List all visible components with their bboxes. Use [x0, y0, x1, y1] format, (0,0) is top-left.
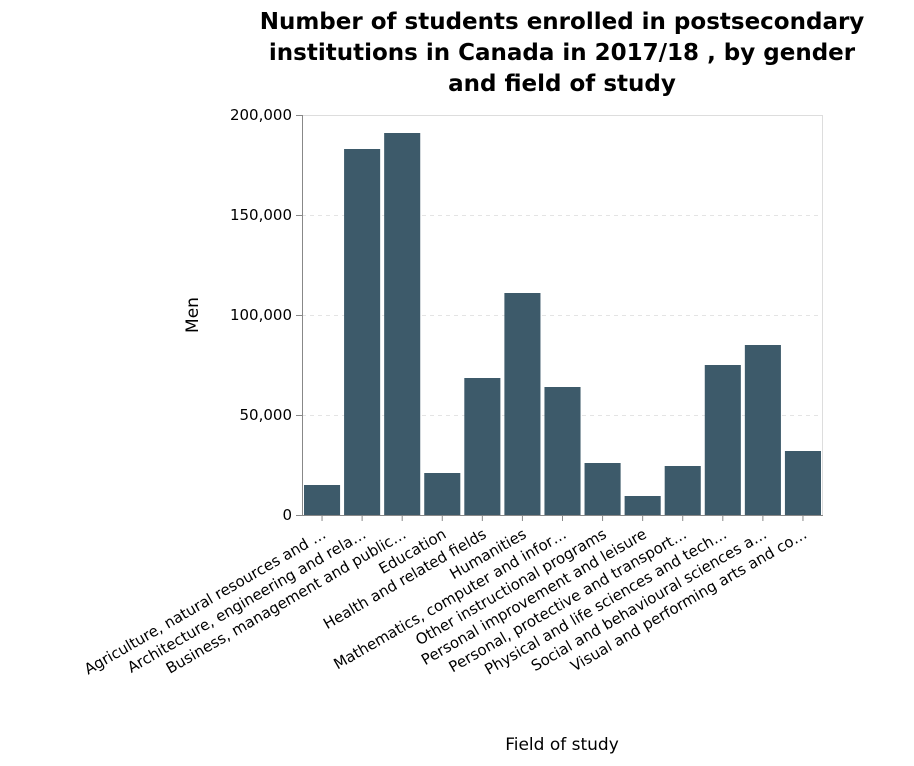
y-tick-label: 100,000: [230, 306, 292, 324]
bar: [464, 378, 501, 515]
bar: [424, 473, 461, 515]
y-axis-ticks: 0 50,000 100,000 150,000 200,000: [230, 106, 302, 524]
bar: [624, 496, 661, 515]
bar: [744, 345, 781, 515]
y-tick-label: 50,000: [240, 406, 293, 424]
bar: [304, 485, 341, 515]
y-tick-label: 0: [282, 506, 292, 524]
x-axis-title: Field of study: [505, 735, 619, 755]
bar: [784, 451, 821, 515]
bar: [504, 293, 541, 515]
chart-title-line-1: Number of students enrolled in postsecon…: [260, 9, 865, 35]
bars: [304, 133, 821, 515]
bar: [704, 365, 741, 515]
bar: [344, 149, 381, 515]
x-tick-label: Architecture, engineering and rela…: [124, 525, 369, 677]
y-tick-label: 200,000: [230, 106, 292, 124]
y-axis-title: Men: [183, 297, 203, 333]
chart-title-line-2: institutions in Canada in 2017/18 , by g…: [269, 40, 856, 66]
chart-title-line-3: and field of study: [448, 71, 676, 97]
bar: [664, 466, 701, 515]
bar: [584, 463, 621, 515]
bar: [544, 387, 581, 515]
x-axis-ticks: Agriculture, natural resources and …Arch…: [81, 515, 810, 679]
bar: [384, 133, 421, 515]
y-tick-label: 150,000: [230, 206, 292, 224]
